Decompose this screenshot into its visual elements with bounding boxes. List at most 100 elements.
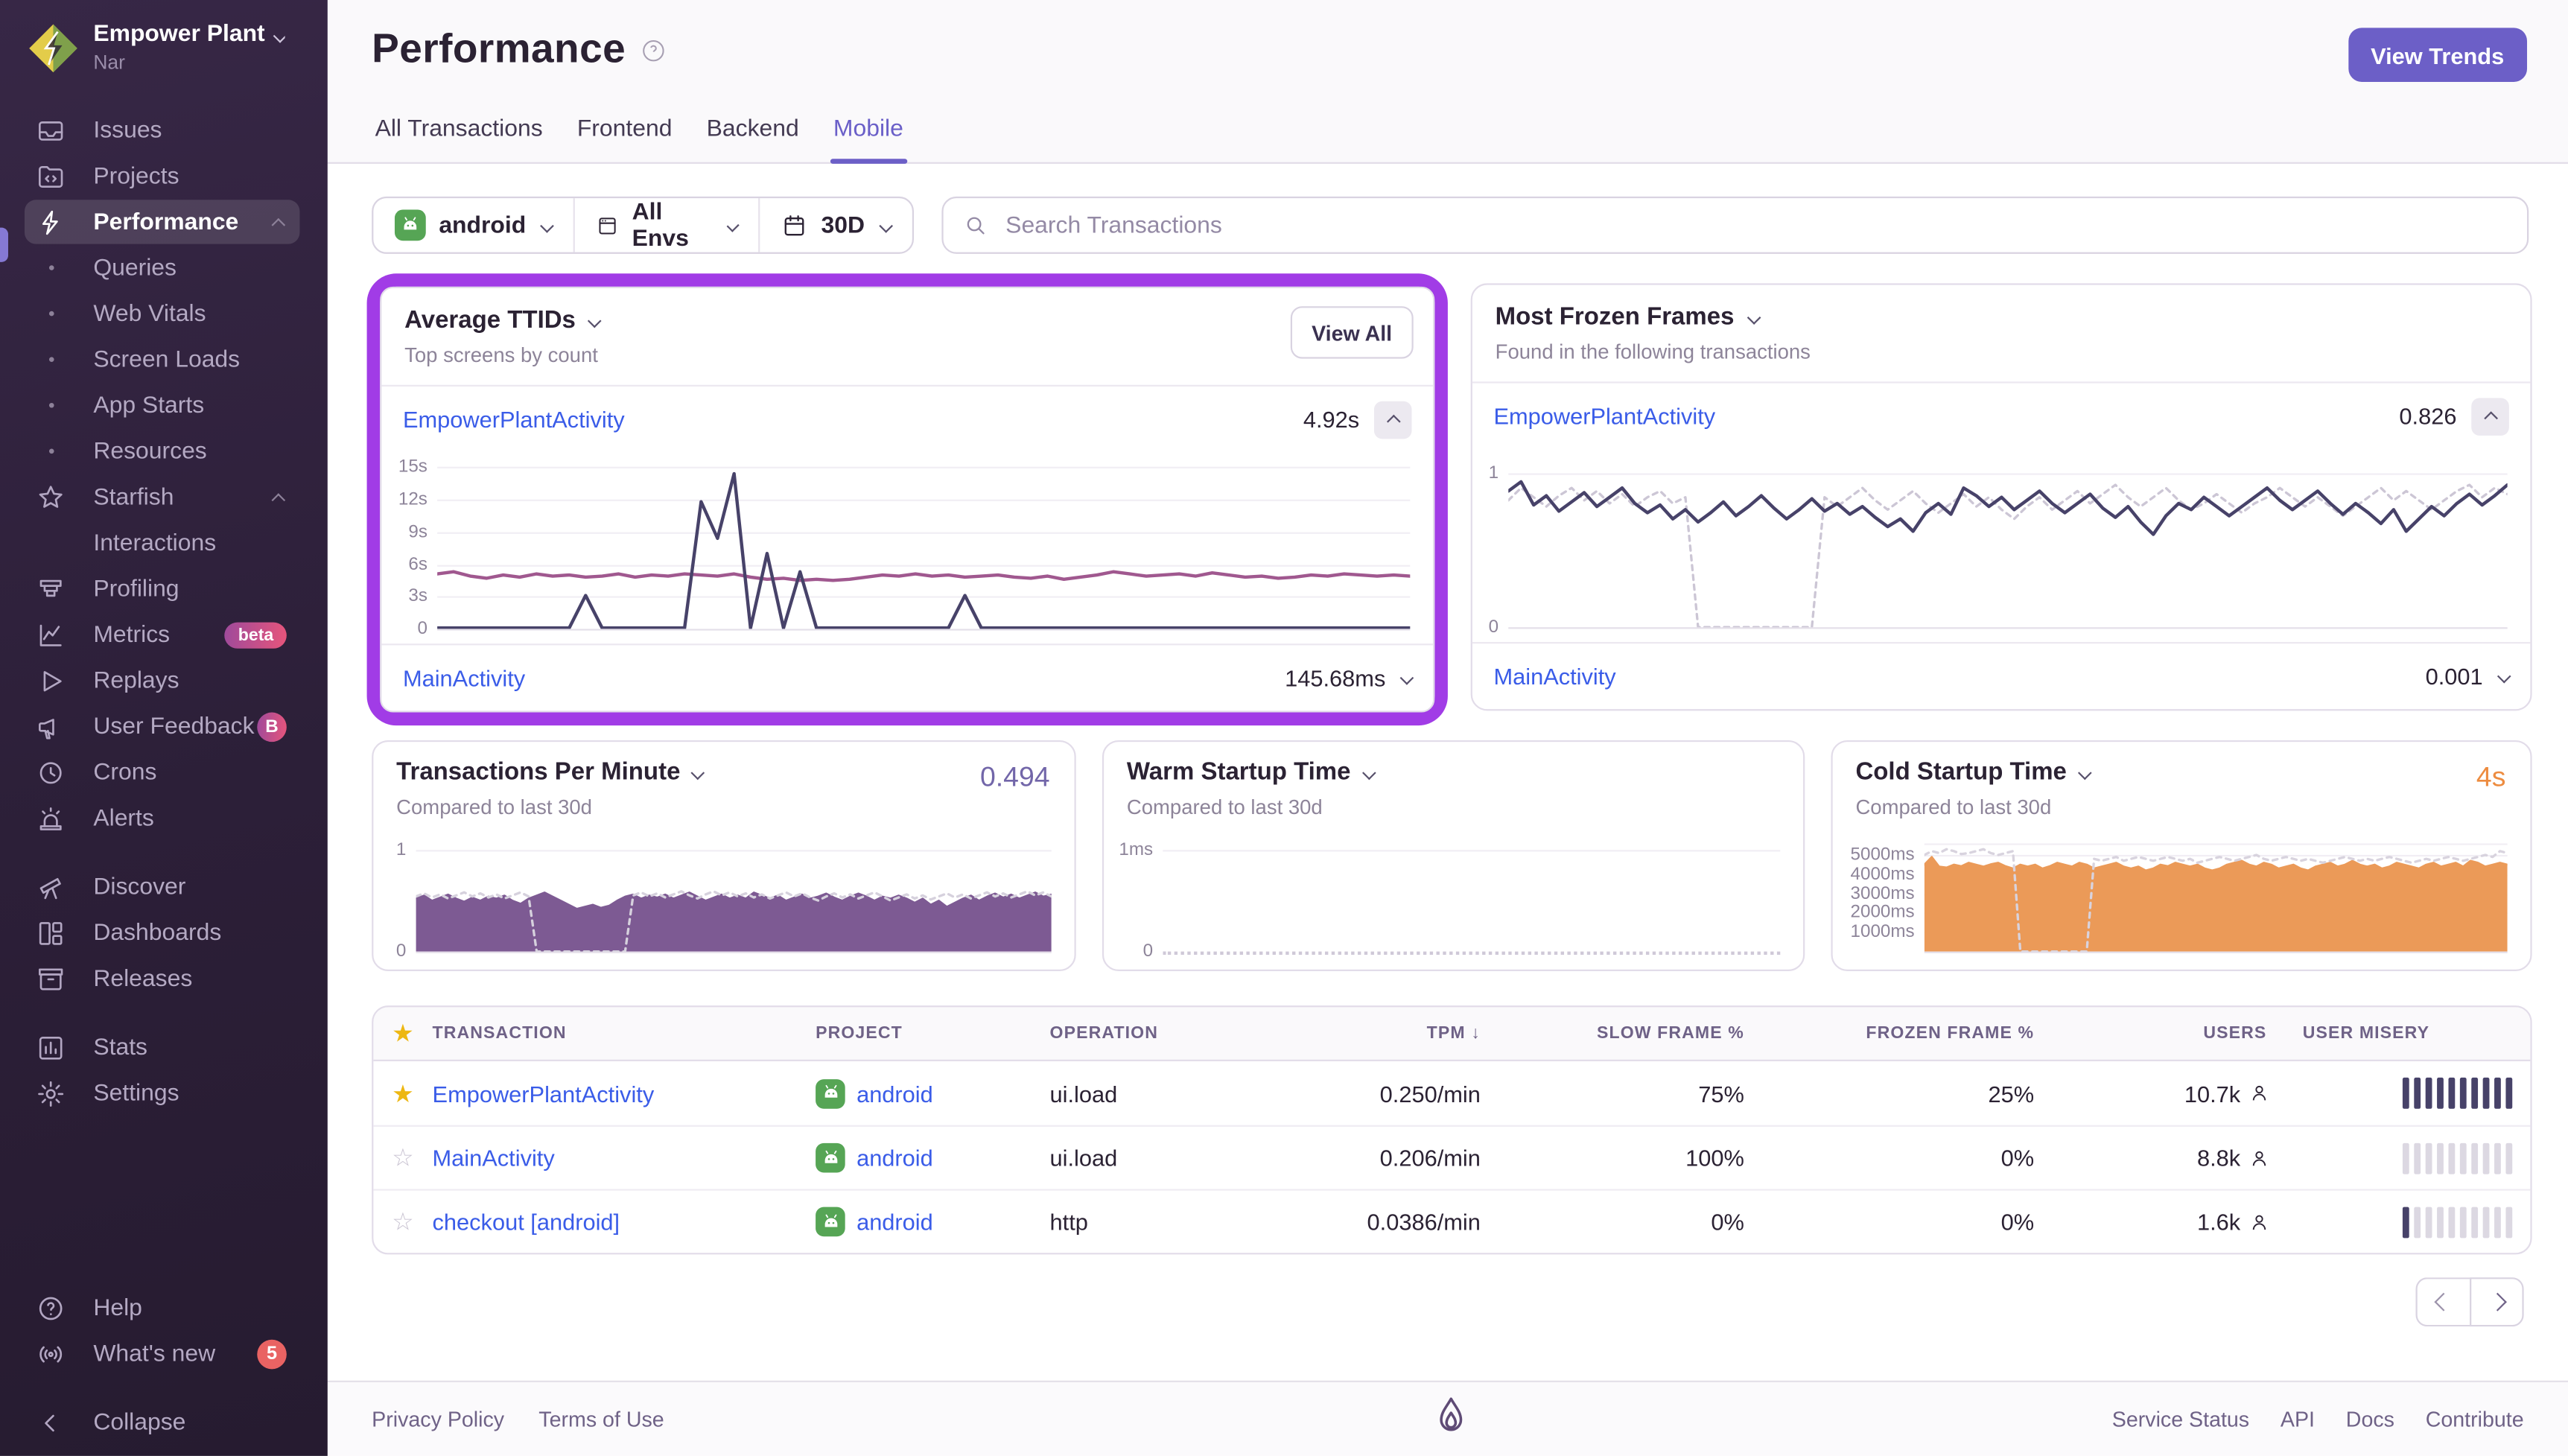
ttid-row-collapsed: MainActivity 145.68ms (381, 643, 1434, 710)
sidebar-item-alerts[interactable]: Alerts (25, 796, 299, 840)
chevron-down-icon (2077, 765, 2092, 780)
col-project[interactable]: Project (816, 1023, 903, 1043)
project-filter-value: android (439, 212, 527, 238)
user-icon (2252, 1085, 2266, 1101)
bullet-icon (36, 402, 66, 408)
view-trends-button[interactable]: View Trends (2348, 28, 2528, 82)
users-cell: 10.7k (2038, 1080, 2270, 1106)
star-toggle[interactable]: ☆ (392, 1145, 414, 1173)
col-operation[interactable]: Operation (1049, 1023, 1159, 1043)
tab-all-transactions[interactable]: All Transactions (375, 116, 543, 143)
sidebar-item-settings[interactable]: Settings (25, 1071, 299, 1115)
warm-startup-chart[interactable]: 1ms 0 (1117, 839, 1781, 961)
org-switcher[interactable]: Empower Plant Nar (0, 0, 328, 89)
col-users[interactable]: Users (2203, 1023, 2267, 1043)
sidebar-item-queries[interactable]: Queries (25, 246, 299, 290)
tpm-title-dropdown[interactable]: Transactions Per Minute (396, 758, 1052, 786)
sidebar-item-projects[interactable]: Projects (25, 154, 299, 198)
service-status-link[interactable]: Service Status (2111, 1406, 2250, 1431)
tab-mobile[interactable]: Mobile (830, 116, 907, 164)
collapse-row-button[interactable] (2471, 397, 2509, 435)
sidebar-item-releases[interactable]: Releases (25, 956, 299, 1000)
ttid-chart[interactable]: 15s 12s 9s 6s 3s 0 (381, 452, 1433, 643)
ttid-value: 145.68ms (1285, 664, 1386, 691)
bullet-icon (36, 311, 66, 317)
search-input[interactable] (1002, 210, 2508, 241)
avg-ttids-title-dropdown[interactable]: Average TTIDs (404, 306, 1410, 334)
warm-startup-subtitle: Compared to last 30d (1126, 795, 1323, 819)
active-nav-indicator (0, 227, 8, 262)
transaction-link[interactable]: MainActivity (1493, 663, 1616, 690)
prev-page-button[interactable] (2415, 1277, 2470, 1327)
sidebar-item-replays[interactable]: Replays (25, 658, 299, 702)
transaction-link[interactable]: EmpowerPlantActivity (432, 1080, 655, 1107)
frozen-frames-title-dropdown[interactable]: Most Frozen Frames (1496, 303, 2508, 331)
warm-startup-title-dropdown[interactable]: Warm Startup Time (1127, 758, 1780, 786)
table-header-row: ★ Transaction Project Operation TPM ↓ Sl… (373, 1007, 2531, 1061)
star-toggle[interactable]: ★ (392, 1080, 414, 1108)
table-row: ☆ checkout [android] android http 0.0386… (373, 1189, 2531, 1253)
sidebar-item-metrics[interactable]: Metrics beta (25, 612, 299, 656)
transaction-link[interactable]: EmpowerPlantActivity (1493, 402, 1716, 430)
api-link[interactable]: API (2280, 1406, 2316, 1431)
transaction-link[interactable]: EmpowerPlantActivity (402, 406, 625, 433)
sidebar-item-performance[interactable]: Performance (24, 200, 300, 244)
environment-filter[interactable]: All Envs (573, 198, 759, 252)
transaction-link[interactable]: MainActivity (432, 1145, 555, 1172)
project-filter[interactable]: android (373, 198, 573, 252)
sidebar-item-interactions[interactable]: Interactions (93, 530, 217, 556)
sidebar-item-starfish[interactable]: Starfish (25, 475, 299, 519)
sidebar-item-resources[interactable]: Resources (25, 429, 299, 473)
notification-badge: 5 (257, 1338, 287, 1369)
next-page-button[interactable] (2470, 1277, 2524, 1327)
frozen-frames-panel: Most Frozen Frames Found in the followin… (1470, 283, 2532, 711)
sidebar-item-discover[interactable]: Discover (25, 865, 299, 909)
terms-of-use-link[interactable]: Terms of Use (538, 1406, 664, 1431)
sentry-logo[interactable] (1428, 1396, 1475, 1445)
calendar-icon (785, 214, 805, 235)
star-header[interactable]: ★ (373, 1019, 432, 1048)
project-link[interactable]: android (856, 1080, 933, 1107)
chevron-down-icon[interactable] (2497, 669, 2511, 684)
star-toggle[interactable]: ☆ (392, 1208, 414, 1237)
date-range-filter[interactable]: 30D (758, 198, 912, 252)
cold-startup-chart[interactable]: 5000ms 4000ms 3000ms 2000ms 1000ms (1846, 843, 2508, 953)
col-transaction[interactable]: Transaction (432, 1023, 567, 1043)
transaction-link[interactable]: MainActivity (402, 664, 526, 691)
sidebar-item-web-vitals[interactable]: Web Vitals (25, 291, 299, 335)
cold-startup-title-dropdown[interactable]: Cold Startup Time (1855, 758, 2507, 786)
transaction-link[interactable]: checkout [android] (432, 1208, 620, 1236)
sidebar-item-whats-new[interactable]: What's new 5 (25, 1332, 299, 1376)
view-all-button[interactable]: View All (1290, 306, 1414, 359)
col-tpm-sorted[interactable]: TPM ↓ (1426, 1023, 1481, 1043)
col-slow-frame[interactable]: Slow Frame % (1597, 1023, 1744, 1043)
sidebar-item-help[interactable]: Help (25, 1285, 299, 1329)
sidebar-item-crons[interactable]: Crons (25, 750, 299, 794)
sidebar-item-screen-loads[interactable]: Screen Loads (25, 337, 299, 381)
tab-backend[interactable]: Backend (706, 116, 799, 143)
frozen-frame-cell: 25% (1988, 1080, 2035, 1107)
avg-ttids-subtitle: Top screens by count (404, 343, 598, 367)
sidebar-item-dashboards[interactable]: Dashboards (25, 911, 299, 955)
project-link[interactable]: android (856, 1145, 933, 1172)
sidebar-collapse-button[interactable]: Collapse (25, 1400, 299, 1444)
help-circle-icon[interactable] (641, 36, 667, 63)
filter-bar: android All Envs 30D (372, 196, 915, 254)
col-user-misery[interactable]: User Misery (2302, 1023, 2430, 1043)
sidebar-item-stats[interactable]: Stats (25, 1026, 299, 1069)
sidebar-item-user-feedback[interactable]: User Feedback B (25, 705, 299, 748)
sidebar-item-app-starts[interactable]: App Starts (25, 384, 299, 427)
privacy-policy-link[interactable]: Privacy Policy (372, 1406, 505, 1431)
col-frozen-frame[interactable]: Frozen Frame % (1866, 1023, 2035, 1043)
sidebar-item-issues[interactable]: Issues (25, 108, 299, 152)
collapse-row-button[interactable] (1373, 400, 1412, 439)
tab-frontend[interactable]: Frontend (576, 116, 673, 143)
contribute-link[interactable]: Contribute (2425, 1406, 2524, 1431)
docs-link[interactable]: Docs (2345, 1406, 2394, 1431)
project-link[interactable]: android (856, 1208, 933, 1236)
chevron-down-icon[interactable] (1399, 671, 1414, 685)
sidebar-item-profiling[interactable]: Profiling (25, 567, 299, 611)
